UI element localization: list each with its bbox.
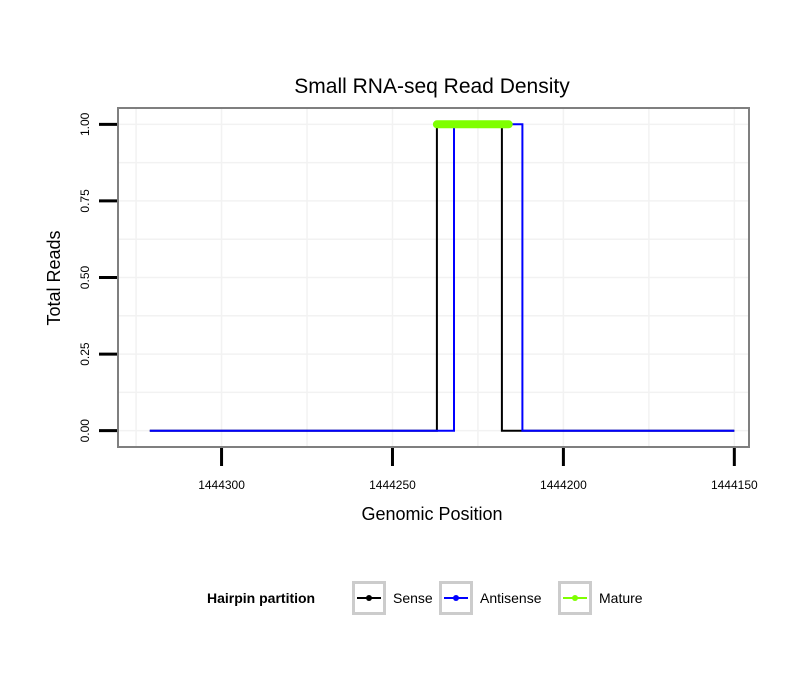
y-tick-label: 0.25 (78, 342, 92, 366)
x-axis-title: Genomic Position (361, 504, 502, 524)
legend-label-mature: Mature (599, 590, 643, 606)
y-axis: 0.00 0.25 0.50 0.75 1.00 (78, 112, 117, 442)
series-lines (149, 120, 735, 432)
x-tick-label: 1444200 (540, 478, 587, 492)
legend-title: Hairpin partition (207, 590, 315, 606)
y-tick-label: 1.00 (78, 112, 92, 136)
y-tick-label: 0.75 (78, 189, 92, 213)
legend-label-sense: Sense (393, 590, 433, 606)
legend-key-dot-sense (366, 595, 372, 601)
chart-title: Small RNA-seq Read Density (294, 75, 570, 98)
plot-panel-border (117, 107, 750, 448)
legend-key-dot-antisense (453, 595, 459, 601)
grid-lines (119, 109, 748, 446)
x-tick-label: 1444250 (369, 478, 416, 492)
legend-key-dot-mature (572, 595, 578, 601)
x-tick-label: 1444150 (711, 478, 758, 492)
y-tick-label: 0.50 (78, 265, 92, 289)
x-axis: 1444300 1444250 1444200 1444150 (198, 448, 758, 492)
x-tick-label: 1444300 (198, 478, 245, 492)
y-axis-title: Total Reads (44, 230, 64, 325)
y-tick-label: 0.00 (78, 419, 92, 443)
legend: Hairpin partition Sense Antisense Mature (207, 581, 643, 615)
legend-label-antisense: Antisense (480, 590, 542, 606)
